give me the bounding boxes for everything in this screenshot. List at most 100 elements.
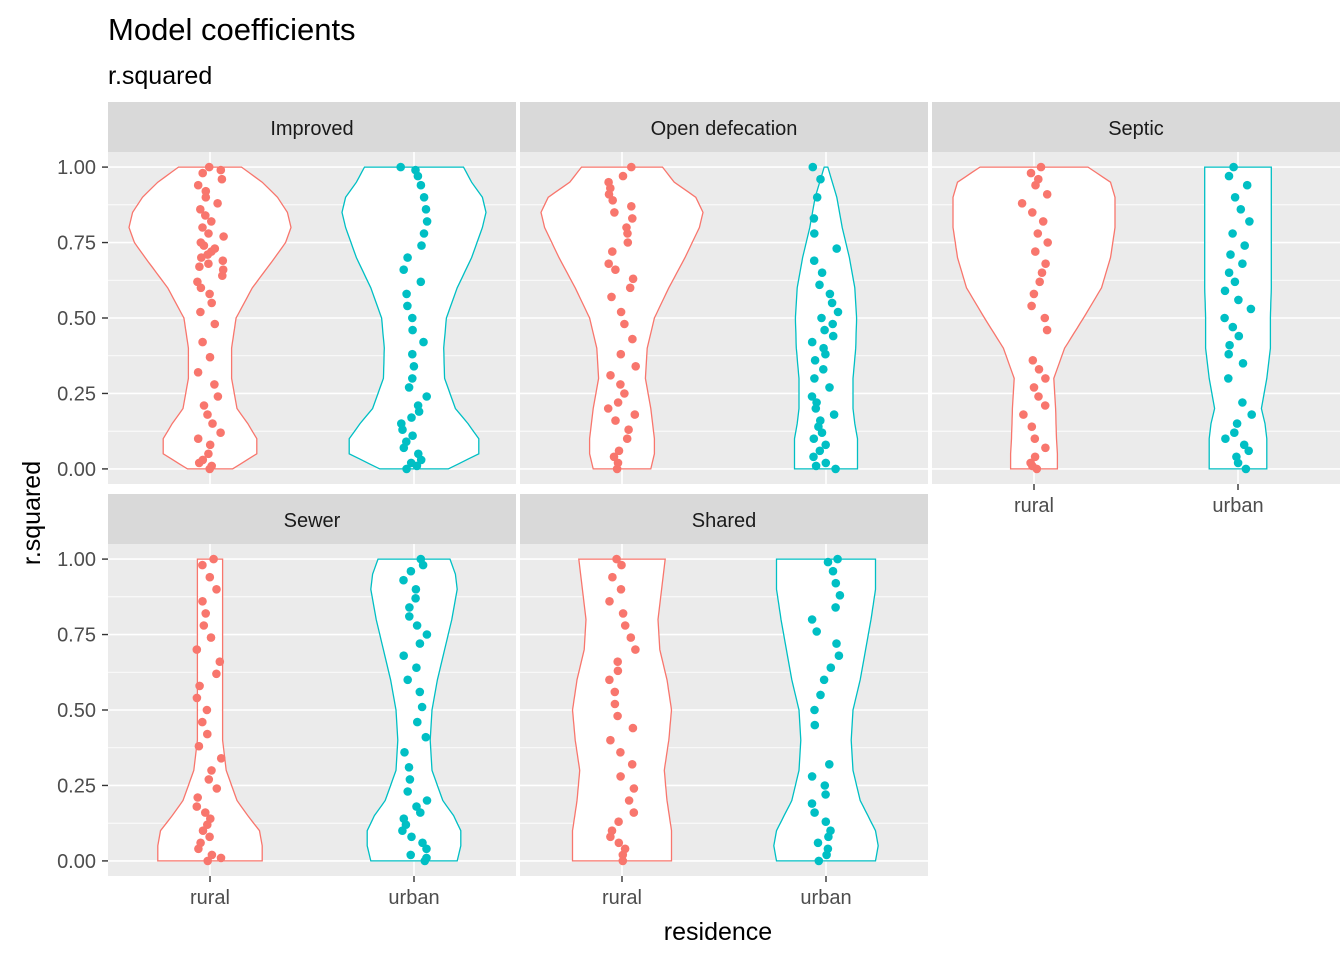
strip-background	[520, 102, 928, 152]
data-point-urban	[815, 446, 825, 456]
data-point-rural	[212, 669, 221, 679]
data-point-urban	[1244, 446, 1253, 456]
data-point-urban	[414, 449, 423, 459]
data-point-rural	[204, 229, 213, 238]
data-point-rural	[193, 793, 202, 802]
data-point-rural	[622, 223, 631, 232]
data-point-rural	[1026, 168, 1036, 178]
data-point-urban	[807, 392, 817, 401]
data-point-rural	[199, 621, 209, 630]
data-point-urban	[810, 705, 819, 715]
data-point-urban	[1230, 277, 1240, 287]
data-point-rural	[207, 850, 217, 860]
data-point-rural	[1042, 325, 1052, 335]
strip-background	[108, 494, 516, 544]
data-point-rural	[205, 289, 214, 299]
data-point-rural	[195, 262, 204, 272]
data-point-urban	[412, 621, 422, 630]
data-point-rural	[213, 199, 222, 208]
data-point-urban	[812, 193, 822, 202]
data-point-urban	[405, 612, 414, 621]
data-point-rural	[629, 808, 639, 817]
data-point-urban	[411, 165, 420, 175]
x-tick-label: urban	[800, 887, 851, 909]
data-point-rural	[196, 205, 205, 214]
data-point-urban	[820, 325, 829, 335]
data-point-rural	[610, 699, 620, 709]
data-point-rural	[613, 398, 623, 407]
data-point-rural	[1041, 443, 1050, 453]
data-point-urban	[422, 217, 432, 226]
data-point-rural	[201, 808, 210, 817]
data-point-rural	[627, 202, 636, 211]
data-point-rural	[627, 162, 636, 172]
data-point-rural	[620, 621, 630, 630]
x-tick-label: urban	[388, 887, 439, 909]
data-point-rural	[608, 572, 617, 582]
x-tick-label: urban	[1212, 495, 1263, 517]
data-point-urban	[407, 413, 416, 422]
data-point-urban	[819, 365, 828, 374]
data-point-urban	[1239, 440, 1249, 450]
data-point-rural	[197, 253, 206, 262]
data-point-rural	[219, 232, 228, 241]
violin-urban	[773, 558, 879, 862]
data-point-urban	[416, 180, 426, 190]
data-point-rural	[205, 572, 215, 582]
data-point-rural	[203, 856, 212, 866]
data-point-rural	[1037, 268, 1047, 278]
facet-open-defecation: Open defecation	[520, 102, 928, 484]
strip-label: Improved	[270, 118, 353, 140]
data-point-urban	[823, 844, 833, 854]
data-point-rural	[1034, 365, 1044, 374]
data-point-rural	[630, 410, 640, 419]
data-point-urban	[1221, 434, 1230, 444]
data-point-urban	[826, 826, 835, 835]
data-point-rural	[605, 597, 614, 606]
data-point-urban	[416, 277, 426, 287]
data-point-urban	[816, 416, 825, 425]
y-axis-title: r.squared	[18, 461, 46, 565]
data-point-urban	[399, 575, 408, 585]
data-point-rural	[208, 419, 217, 428]
data-point-urban	[816, 174, 825, 184]
data-point-rural	[1043, 238, 1052, 247]
data-point-urban	[1240, 241, 1249, 250]
y-tick-label: 0.75	[57, 625, 96, 647]
data-point-rural	[617, 560, 626, 570]
data-point-rural	[198, 717, 207, 727]
data-point-rural	[205, 440, 215, 450]
data-point-rural	[618, 856, 628, 866]
data-point-rural	[618, 171, 628, 181]
data-point-urban	[418, 838, 427, 848]
data-point-urban	[807, 799, 817, 808]
violin-rural	[128, 166, 292, 470]
data-point-rural	[198, 337, 207, 347]
y-tick-label: 0.25	[57, 383, 96, 405]
data-point-rural	[618, 609, 628, 618]
data-point-urban	[403, 787, 413, 796]
data-point-rural	[1040, 401, 1050, 410]
data-point-urban	[831, 578, 841, 588]
data-point-rural	[209, 554, 218, 564]
data-point-urban	[810, 374, 819, 383]
data-point-rural	[1026, 458, 1035, 468]
y-tick-label: 0.25	[57, 775, 96, 797]
data-point-rural	[631, 362, 640, 371]
data-point-rural	[206, 814, 215, 823]
data-point-rural	[203, 729, 212, 739]
data-point-urban	[399, 814, 409, 823]
data-point-urban	[815, 280, 824, 290]
data-point-rural	[1033, 229, 1043, 238]
data-point-urban	[408, 313, 417, 323]
data-point-urban	[408, 349, 417, 359]
data-point-urban	[408, 325, 417, 335]
data-point-urban	[825, 383, 834, 392]
data-point-urban	[404, 763, 414, 772]
data-point-urban	[1236, 205, 1246, 214]
data-point-urban	[809, 434, 819, 444]
data-point-rural	[216, 853, 226, 863]
data-point-rural	[631, 645, 640, 654]
y-tick-label: 1.00	[57, 549, 96, 571]
